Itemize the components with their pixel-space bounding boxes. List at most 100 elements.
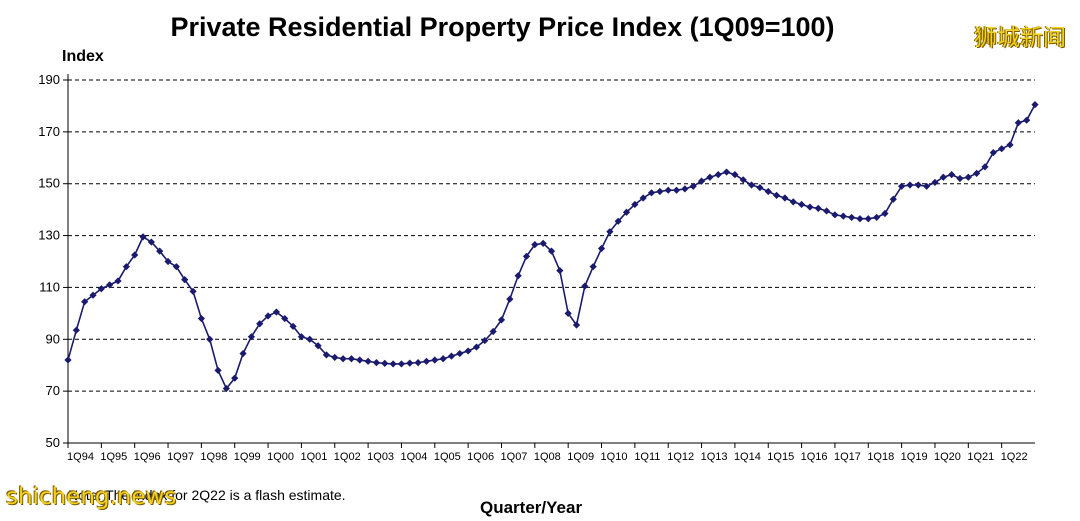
watermark-bottom-left: shicheng.news — [6, 484, 177, 510]
data-point — [422, 357, 431, 365]
x-tick-label: 1Q04 — [400, 451, 427, 463]
data-point — [206, 335, 214, 343]
data-point — [239, 349, 247, 358]
data-point — [797, 200, 806, 209]
data-point — [156, 247, 164, 255]
data-point — [456, 349, 464, 358]
data-point — [222, 384, 230, 393]
data-point — [514, 272, 522, 280]
data-point — [597, 244, 606, 253]
data-point — [214, 366, 222, 374]
data-point — [289, 322, 297, 330]
x-tick-label: 1Q11 — [634, 451, 660, 463]
data-point — [664, 186, 672, 194]
data-point — [806, 203, 814, 211]
y-tick-labels: 50 70 90 110 130 150 170 190 — [38, 72, 60, 450]
data-point — [764, 187, 772, 196]
data-point — [164, 257, 172, 266]
x-axis-label: Quarter/Year — [480, 498, 583, 517]
data-point — [697, 177, 706, 185]
data-point — [864, 215, 872, 223]
y-tick-label: 130 — [38, 228, 60, 243]
data-point — [898, 182, 906, 190]
x-tick-label: 1Q10 — [601, 451, 628, 463]
data-point — [347, 355, 356, 363]
data-point — [331, 353, 339, 362]
data-point — [614, 217, 622, 225]
data-point — [531, 241, 539, 249]
y-tick-label: 170 — [38, 124, 60, 139]
data-point — [881, 209, 889, 218]
data-point — [848, 213, 856, 222]
data-point — [539, 239, 547, 247]
x-tick-label: 1Q09 — [567, 451, 594, 463]
x-tick-label: 1Q16 — [801, 451, 828, 463]
x-tick-label: 1Q17 — [834, 451, 861, 463]
data-point — [689, 182, 697, 190]
data-point — [931, 178, 939, 187]
series-line — [67, 104, 1036, 391]
x-tick-label: 1Q19 — [901, 451, 928, 463]
data-point — [489, 327, 497, 336]
data-point — [589, 263, 597, 271]
data-point — [439, 355, 447, 363]
x-tick-label: 1Q13 — [701, 451, 728, 463]
data-point — [306, 335, 314, 343]
data-point — [789, 198, 797, 206]
data-point — [814, 204, 822, 212]
chart-title: Private Residential Property Price Index… — [170, 12, 835, 42]
data-point — [747, 181, 756, 189]
data-point — [672, 186, 681, 194]
data-point — [739, 176, 747, 184]
x-tick-label: 1Q94 — [67, 451, 94, 463]
data-point — [981, 163, 989, 171]
x-tick-label: 1Q12 — [667, 451, 694, 463]
x-tick-label: 1Q98 — [200, 451, 227, 463]
x-tick-label: 1Q15 — [767, 451, 794, 463]
x-tick-label: 1Q02 — [334, 451, 361, 463]
x-tick-label: 1Q14 — [734, 451, 761, 463]
data-point — [939, 173, 947, 181]
data-point — [622, 208, 631, 216]
y-tick-label: 70 — [46, 383, 60, 398]
chart-note: Note: The Index for 2Q22 is a flash esti… — [68, 487, 346, 503]
data-point — [281, 314, 289, 323]
data-point — [772, 191, 781, 199]
data-point — [989, 149, 997, 157]
data-point — [906, 181, 914, 189]
x-tick-label: 1Q18 — [867, 451, 894, 463]
y-tick-label: 110 — [39, 279, 60, 294]
data-point — [581, 282, 589, 290]
data-point — [631, 200, 639, 209]
data-point — [914, 181, 922, 189]
data-point — [364, 357, 372, 365]
data-point — [272, 308, 281, 316]
data-point — [731, 171, 739, 179]
data-point — [356, 356, 364, 364]
data-point — [447, 352, 456, 360]
data-point — [1023, 116, 1031, 124]
data-point — [339, 355, 347, 363]
data-point — [506, 295, 514, 303]
data-point — [389, 360, 397, 368]
data-point — [297, 333, 306, 341]
data-point — [197, 314, 205, 323]
data-point — [497, 316, 506, 324]
x-tick-label: 1Q21 — [967, 451, 994, 463]
data-point — [147, 238, 155, 246]
x-tick-label: 1Q08 — [534, 451, 561, 463]
data-point — [131, 251, 139, 259]
data-point — [172, 263, 180, 271]
x-tick-label: 1Q99 — [234, 451, 261, 463]
x-tick-label: 1Q06 — [467, 451, 494, 463]
data-point — [639, 194, 647, 202]
data-point — [89, 291, 97, 299]
watermark-top-right: 狮城新闻 — [974, 25, 1066, 51]
data-point — [998, 145, 1006, 153]
y-tick-label: 190 — [38, 72, 60, 87]
data-point — [1031, 101, 1039, 109]
x-tick-label: 1Q22 — [1001, 451, 1028, 463]
data-point — [381, 359, 389, 367]
data-point — [472, 343, 481, 351]
